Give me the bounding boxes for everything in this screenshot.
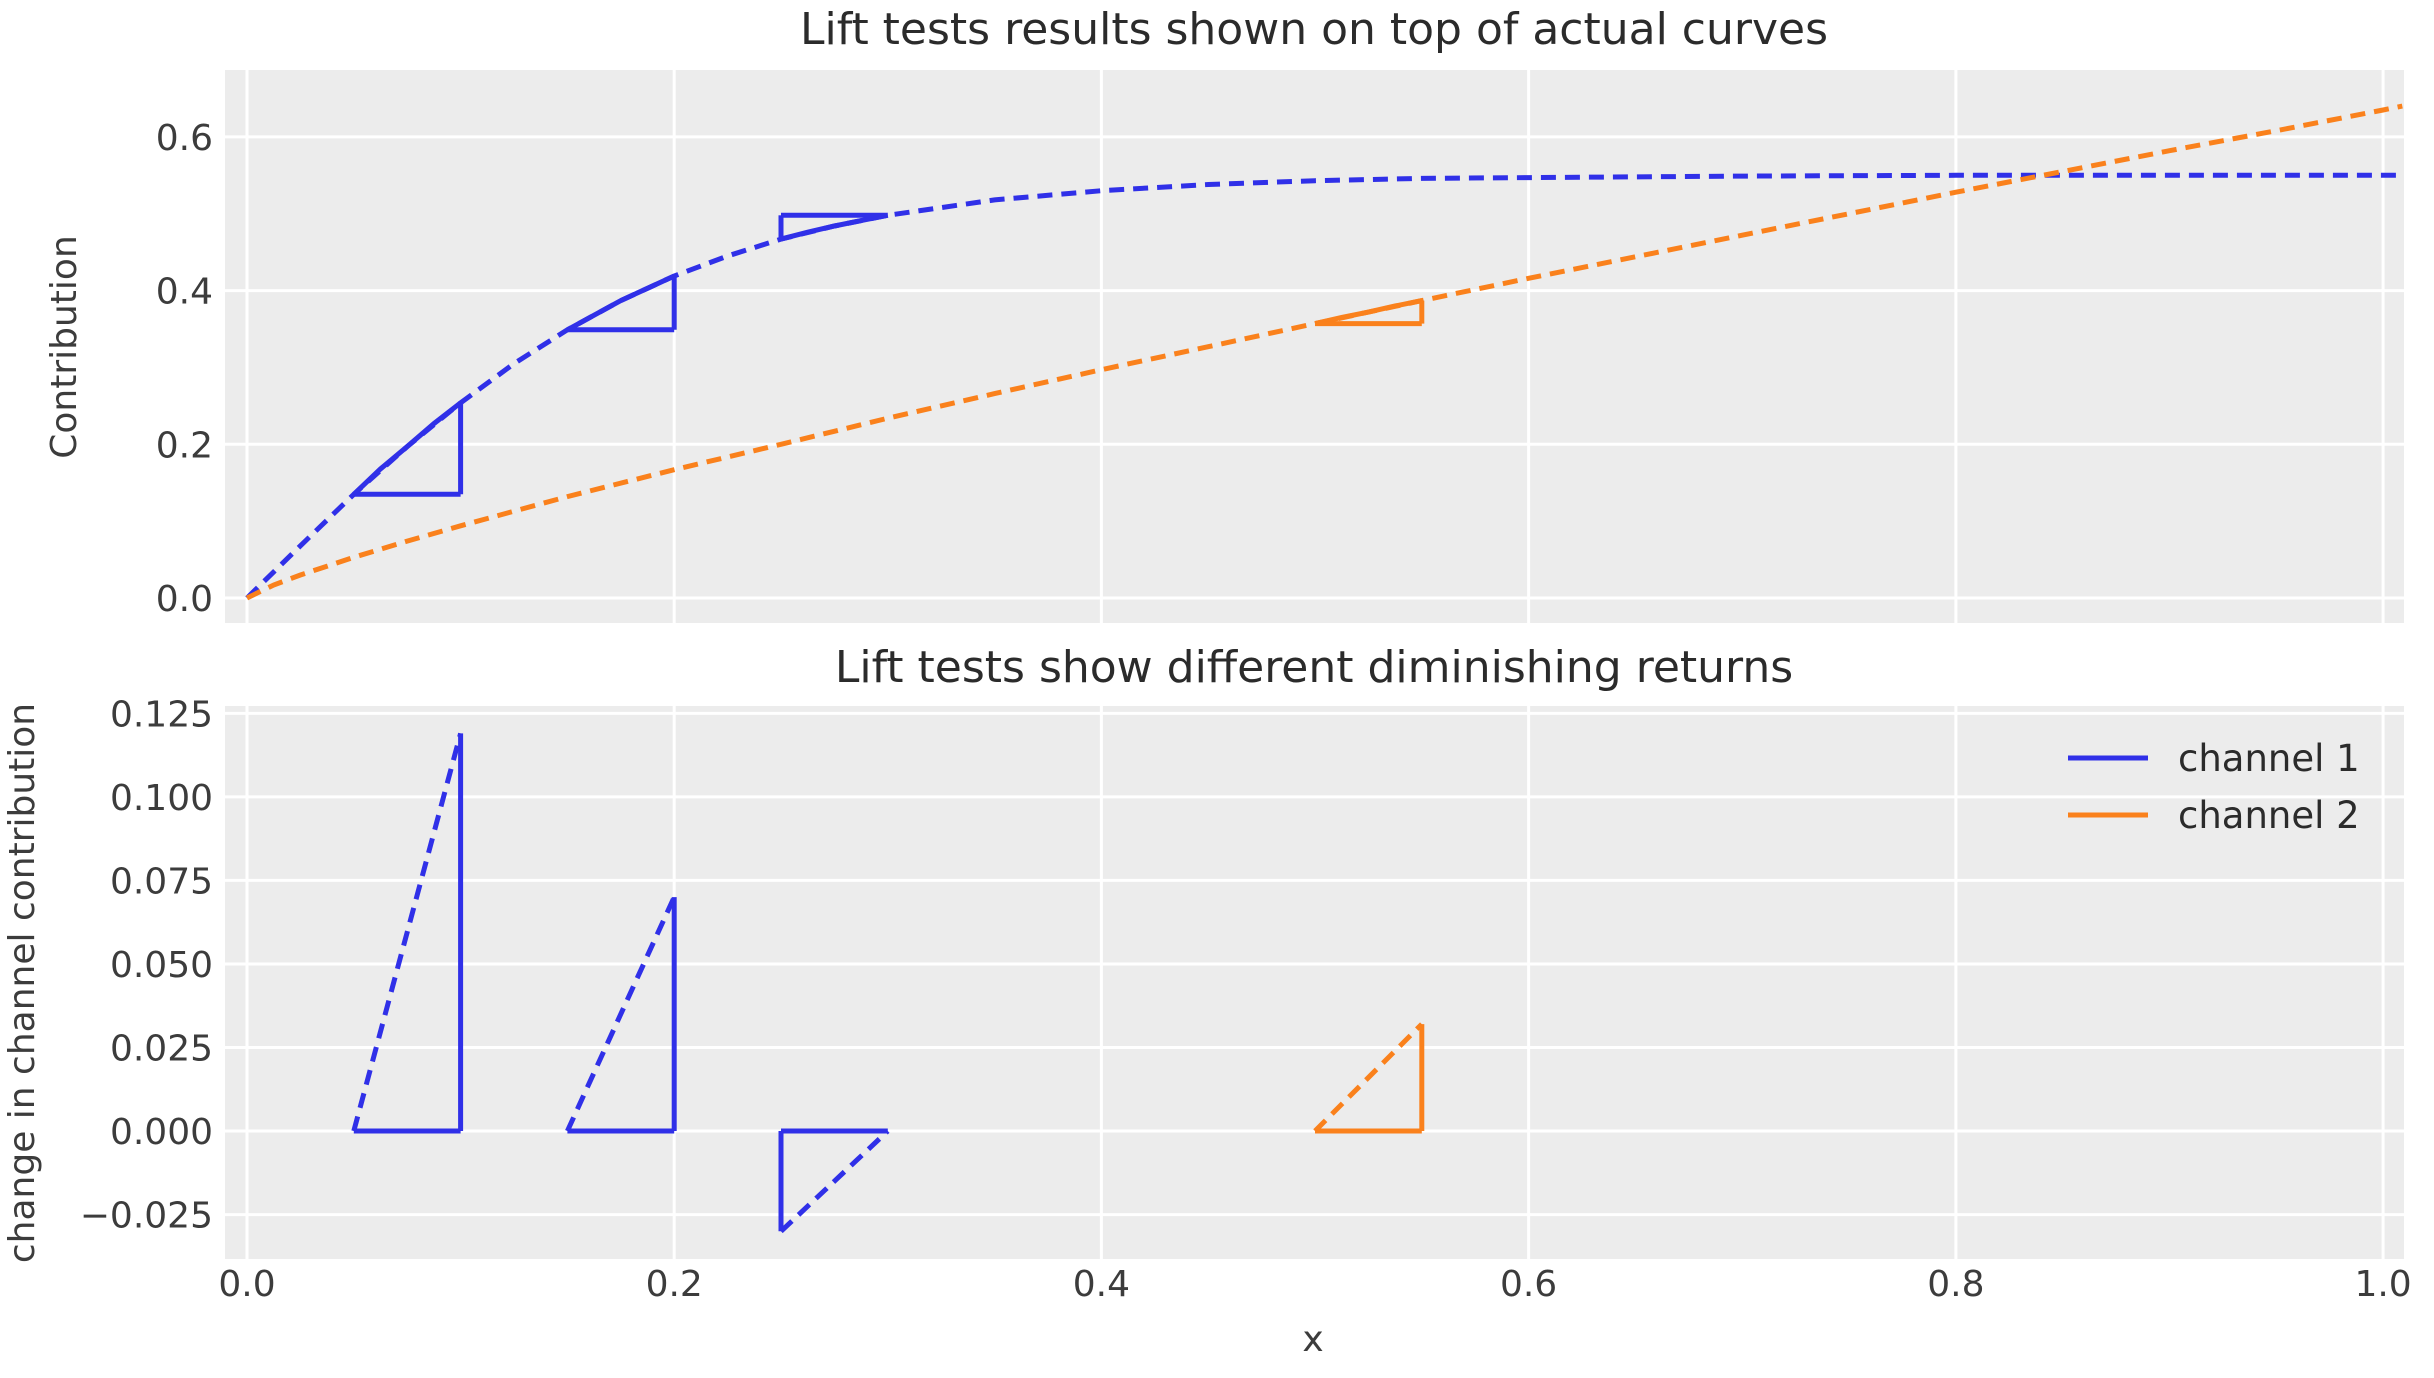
y-tick-label: 0.2 bbox=[156, 425, 213, 466]
x-tick-label: 0.2 bbox=[646, 1264, 703, 1305]
change-3-hypotenuse bbox=[779, 1129, 890, 1234]
y-tick-label: 0.075 bbox=[110, 861, 213, 902]
lift-test-3-curve-segment bbox=[780, 212, 889, 242]
x-tick-label: 1.0 bbox=[2354, 1264, 2411, 1305]
x-tick-label: 0.4 bbox=[1073, 1264, 1130, 1305]
channel-2-response-curve bbox=[245, 103, 2403, 601]
top-axes-tick-labels: 0.0 0.2 0.4 0.6 bbox=[156, 118, 213, 620]
bottom-axes-grid bbox=[225, 706, 2404, 1259]
lift-test-1-curve-segment bbox=[352, 400, 463, 497]
bottom-axes-series bbox=[351, 732, 1425, 1234]
change-2-hypotenuse bbox=[565, 896, 677, 1133]
legend: channel 1 channel 2 bbox=[2068, 737, 2360, 837]
lift-test-4-curve-segment bbox=[1314, 298, 1423, 327]
bottom-chart-title: Lift tests show different diminishing re… bbox=[835, 642, 1793, 693]
x-tick-label: 0.0 bbox=[218, 1264, 275, 1305]
top-axes-background bbox=[225, 70, 2404, 623]
y-tick-label: 0.050 bbox=[110, 945, 213, 986]
bottom-axes-background bbox=[225, 706, 2404, 1259]
x-tick-label: 0.6 bbox=[1500, 1264, 1557, 1305]
top-axes-series bbox=[245, 103, 2403, 601]
x-axis-label: x bbox=[1302, 1319, 1323, 1360]
top-axes-grid bbox=[225, 70, 2404, 623]
legend-label-channel-2: channel 2 bbox=[2178, 794, 2360, 837]
y-tick-label: −0.025 bbox=[80, 1196, 213, 1237]
x-tick-label: 0.8 bbox=[1927, 1264, 1984, 1305]
y-tick-label: 0.025 bbox=[110, 1029, 213, 1070]
y-tick-label: 0.125 bbox=[110, 694, 213, 735]
change-1-hypotenuse bbox=[351, 732, 464, 1132]
legend-label-channel-1: channel 1 bbox=[2178, 737, 2360, 780]
top-chart-title: Lift tests results shown on top of actua… bbox=[800, 4, 1828, 55]
y-tick-label: 0.100 bbox=[110, 778, 213, 819]
y-tick-label: 0.6 bbox=[156, 118, 213, 159]
change-4-hypotenuse bbox=[1313, 1022, 1424, 1133]
bottom-chart-y-axis-label: change in channel contribution bbox=[2, 703, 43, 1263]
top-chart-y-axis-label: Contribution bbox=[44, 235, 85, 459]
y-tick-label: 0.0 bbox=[156, 579, 213, 620]
y-tick-label: 0.4 bbox=[156, 272, 213, 313]
y-tick-label: 0.000 bbox=[110, 1112, 213, 1153]
lift-test-2-curve-segment bbox=[566, 273, 676, 332]
